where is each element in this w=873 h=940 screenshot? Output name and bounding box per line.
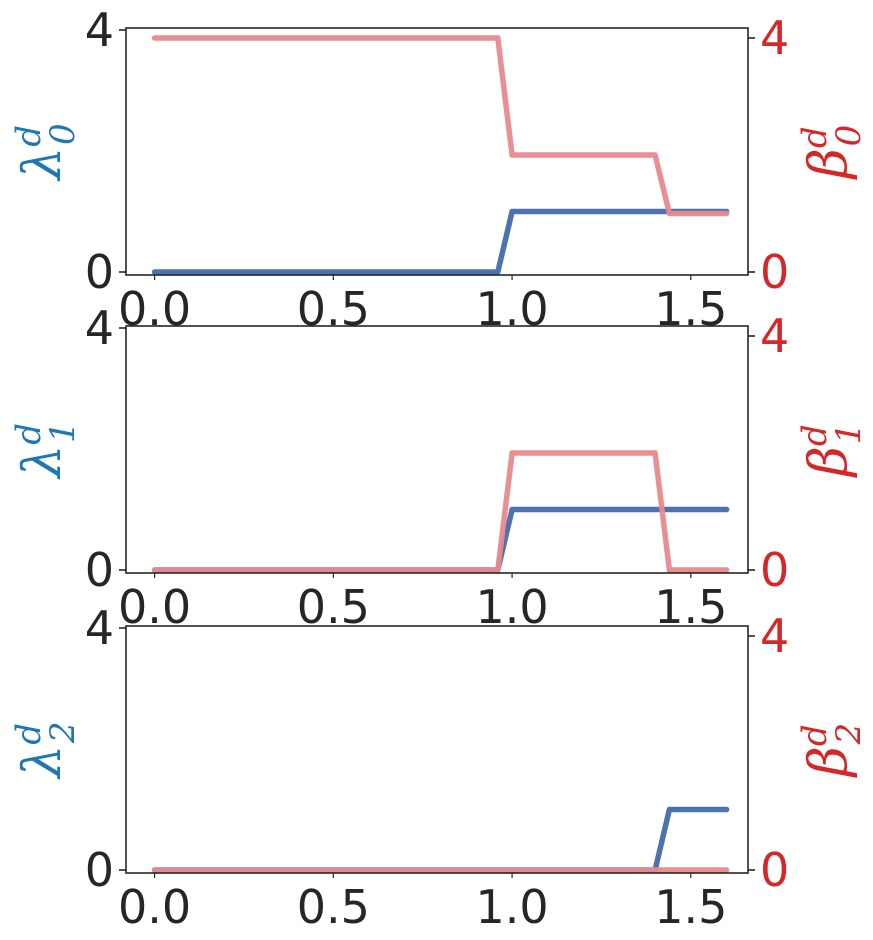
x-tick-label: 0.0 [118, 580, 191, 634]
x-tick-label: 1.5 [654, 880, 727, 934]
plot-frame [125, 325, 749, 574]
y2-tick-label: 4 [760, 309, 789, 363]
y2-tick-label: 4 [760, 11, 789, 65]
y-tick-label: 4 [85, 301, 114, 355]
series-line-lambda-1 [151, 506, 730, 573]
series-line-lambda-0 [151, 208, 730, 275]
y2-tick-label: 4 [760, 609, 789, 663]
panel-1: 0.0 0.5 1.0 1.5 0 4 0 4 λd1 βd1 [9, 301, 869, 634]
y2-axis-label: βd2 [795, 723, 869, 778]
y2-axis-label: βd1 [795, 423, 869, 478]
x-tick-label: 0.5 [297, 880, 370, 934]
plot-frame [125, 625, 749, 874]
y-tick-label: 4 [85, 3, 114, 57]
x-tick-label: 0.5 [297, 282, 370, 336]
x-tick-label: 0.0 [118, 880, 191, 934]
x-tick-label: 1.0 [475, 580, 548, 634]
series-line-beta-0 [151, 35, 730, 217]
x-tick-label: 0.5 [297, 580, 370, 634]
x-tick-label: 1.0 [475, 282, 548, 336]
y2-tick-label: 0 [760, 843, 789, 897]
y-axis-label: λd2 [9, 721, 83, 779]
y-axis-label: λd1 [9, 421, 83, 479]
y-axis-label: λd0 [9, 123, 83, 181]
panel-0: 0.0 0.5 1.0 1.5 0 4 0 4 λd0 βd0 [9, 3, 869, 336]
y-tick-label: 0 [85, 543, 114, 597]
x-tick-label: 0.0 [118, 282, 191, 336]
x-tick-label: 1.0 [475, 880, 548, 934]
x-tick-label: 1.5 [654, 282, 727, 336]
series-line-beta-1 [151, 450, 730, 573]
x-tick-label: 1.5 [654, 580, 727, 634]
y-tick-label: 0 [85, 843, 114, 897]
y2-axis-label: βd0 [795, 125, 869, 180]
y-tick-label: 4 [85, 601, 114, 655]
y2-tick-label: 0 [760, 245, 789, 299]
series-line-lambda-2 [151, 806, 730, 873]
plot-frame [125, 27, 749, 276]
panel-2: 0.0 0.5 1.0 1.5 0 4 0 4 λd2 βd2 [9, 601, 869, 934]
y-tick-label: 0 [85, 245, 114, 299]
y2-tick-label: 0 [760, 543, 789, 597]
